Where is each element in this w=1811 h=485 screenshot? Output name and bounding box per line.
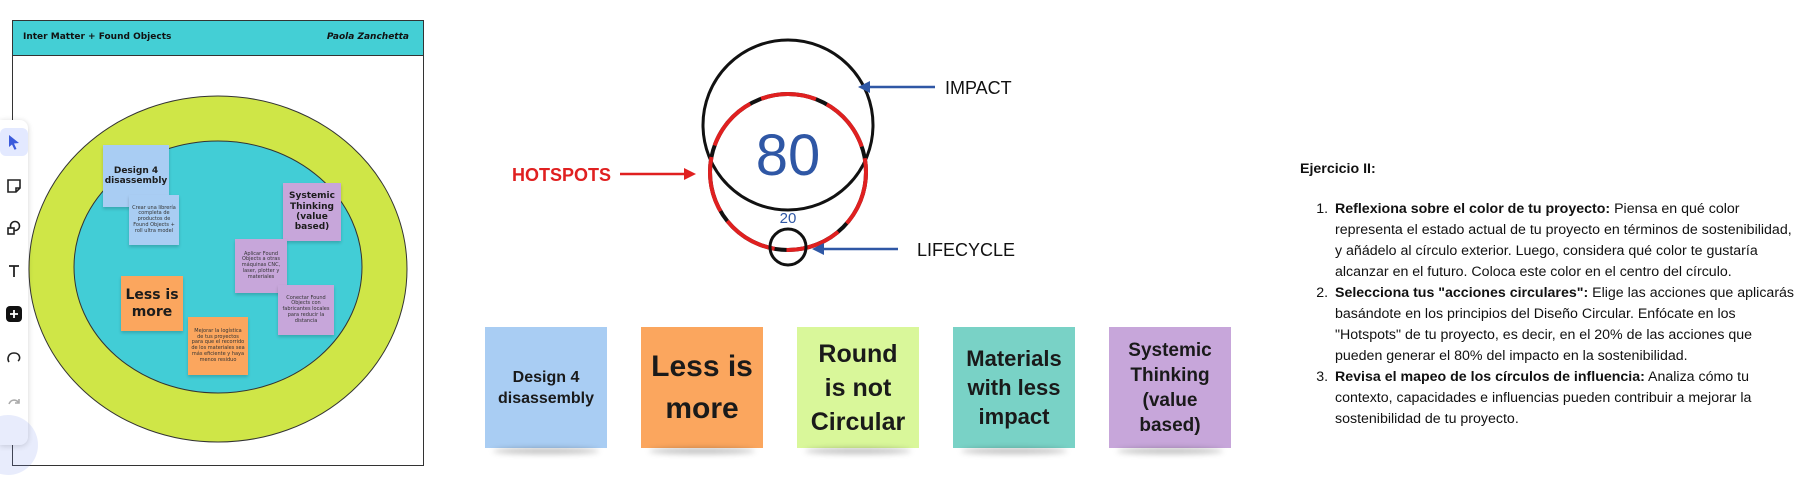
hotspots-label: HOTSPOTS xyxy=(512,165,611,185)
mini-note-less[interactable]: Less is more xyxy=(121,276,183,331)
exercise-item: Reflexiona sobre el color de tu proyecto… xyxy=(1332,199,1800,283)
mini-note-fab[interactable]: Aplicar Found Objects a otras máquinas C… xyxy=(235,239,287,293)
redo-tool[interactable] xyxy=(0,388,28,416)
board-header: Inter Matter + Found Objects Paola Zanch… xyxy=(13,21,423,56)
text-icon xyxy=(9,265,19,277)
mini-note-systemic-sub[interactable]: Conectar Found Objects con fabricantes l… xyxy=(278,285,334,335)
exercise-title: Ejercicio II: xyxy=(1300,161,1376,177)
mini-note-design-sub[interactable]: Crear una librería completa de productos… xyxy=(129,195,179,245)
cursor-icon xyxy=(9,135,19,150)
exercise-item: Revisa el mapeo de los círculos de influ… xyxy=(1332,367,1800,430)
sticky-note-tool[interactable] xyxy=(0,172,28,200)
sticky-design-4-disassembly[interactable]: Design 4 disassembly xyxy=(485,327,607,448)
exercise-list: Reflexiona sobre el color de tu proyecto… xyxy=(1300,199,1800,430)
shapes-icon xyxy=(7,220,21,235)
redo-icon xyxy=(8,399,20,405)
lifecycle-arrowhead xyxy=(812,243,824,255)
select-tool[interactable] xyxy=(0,128,28,156)
board-frame[interactable]: Inter Matter + Found Objects Paola Zanch… xyxy=(12,20,424,466)
sticky-systemic-thinking[interactable]: Systemic Thinking (value based) xyxy=(1109,327,1231,448)
impact-circle xyxy=(701,38,875,212)
shapes-tool[interactable] xyxy=(0,214,28,242)
sticky-materials-with-less-impact[interactable]: Materials with less impact xyxy=(953,327,1075,448)
hotspots-arrowhead xyxy=(684,168,696,180)
mini-note-less-sub[interactable]: Mejorar la logística de tus proyectos pa… xyxy=(188,317,248,375)
text-tool[interactable] xyxy=(0,257,28,285)
comment-tool[interactable] xyxy=(0,344,28,372)
sticky-less-is-more[interactable]: Less is more xyxy=(641,327,763,448)
impact-label: IMPACT xyxy=(945,78,1012,98)
exercise-item: Selecciona tus "acciones circulares": El… xyxy=(1332,283,1800,367)
mini-note-systemic[interactable]: Systemic Thinking (value based) xyxy=(283,183,341,241)
exercise-panel: Ejercicio II: Reflexiona sobre el color … xyxy=(1300,159,1800,430)
lifecycle-circle xyxy=(768,227,808,267)
lifecycle-label: LIFECYCLE xyxy=(917,240,1015,260)
impact-arrowhead xyxy=(858,81,870,93)
small-number: 20 xyxy=(780,210,797,227)
plus-icon xyxy=(6,306,22,322)
sticky-round-is-not-circular[interactable]: Round is not Circular xyxy=(797,327,919,448)
add-tool[interactable] xyxy=(0,300,28,328)
board-title: Inter Matter + Found Objects xyxy=(23,32,172,42)
sticky-note-icon xyxy=(7,179,21,193)
comment-icon xyxy=(7,352,21,363)
hotspot-circle-red xyxy=(708,92,868,252)
board-author: Paola Zanchetta xyxy=(326,32,409,42)
big-number: 80 xyxy=(756,123,821,188)
